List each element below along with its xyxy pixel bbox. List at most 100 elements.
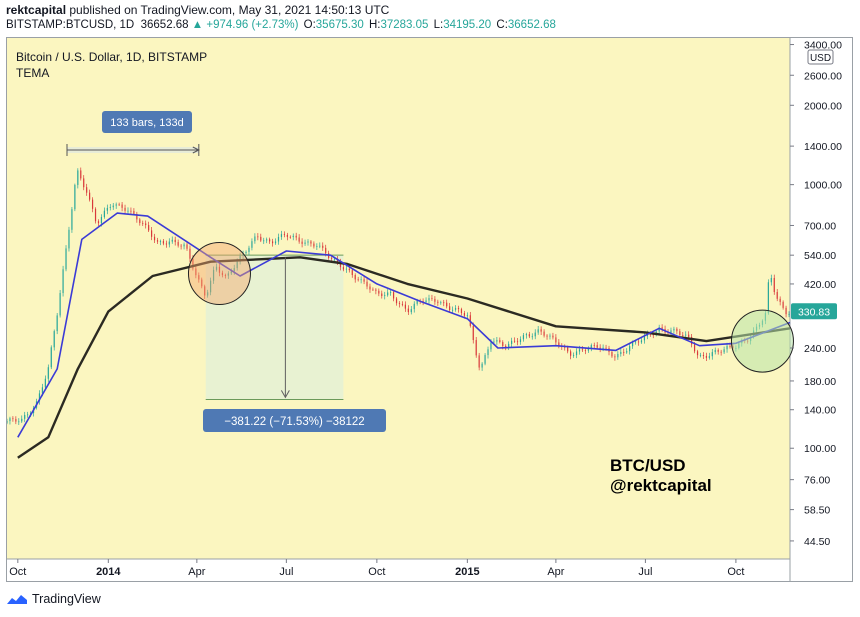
candle-body	[260, 236, 262, 241]
candle-body	[407, 308, 409, 313]
candle-body	[121, 204, 123, 208]
candle-body	[325, 247, 327, 254]
candle-body	[201, 279, 203, 287]
candle-body	[103, 210, 105, 218]
candle	[499, 337, 501, 344]
time-tick-label: 2015	[455, 566, 479, 578]
candle-body	[661, 327, 663, 329]
candle	[508, 341, 510, 351]
time-tick-label: Apr	[547, 566, 564, 578]
candle	[77, 168, 79, 189]
candle-body	[156, 240, 159, 242]
candle-body	[351, 270, 353, 276]
candle	[145, 220, 147, 229]
candle-body	[534, 332, 536, 337]
candle	[106, 204, 108, 215]
drop-label-text: −381.22 (−71.53%) −38122	[224, 416, 364, 428]
candle	[271, 238, 274, 247]
candle-body	[484, 355, 486, 364]
candle	[413, 301, 415, 313]
candle-body	[543, 331, 545, 336]
candle	[384, 291, 386, 300]
candle-body	[174, 239, 176, 243]
low-label: L:	[433, 19, 444, 31]
candle	[97, 219, 100, 227]
candle-body	[221, 272, 224, 276]
candle-body	[127, 210, 129, 212]
candle	[513, 337, 516, 343]
candle	[304, 239, 306, 246]
candle-body	[59, 293, 61, 316]
candle	[572, 352, 575, 358]
price-chart[interactable]: −381.22 (−71.53%) −38122 133 bars, 133d 3…	[7, 38, 852, 581]
candle-body	[457, 308, 460, 310]
candle	[245, 250, 247, 255]
watermark-line-1: BTC/USD	[610, 456, 686, 475]
candle	[212, 266, 215, 284]
candle-body	[304, 242, 306, 244]
price-tick-label: 240.00	[804, 343, 836, 355]
currency-box[interactable]	[807, 49, 834, 65]
candle	[59, 289, 61, 318]
candle	[387, 289, 389, 297]
price-change: ▲ +974.96 (+2.73%)	[191, 19, 299, 31]
candle-body	[652, 334, 654, 336]
measure-ruler-arrow	[192, 146, 200, 154]
candle-body	[198, 275, 200, 280]
candle-body	[490, 342, 492, 350]
candle	[443, 299, 445, 307]
candle	[528, 331, 530, 339]
candle-body	[153, 236, 156, 241]
open-value: 35675.30	[315, 19, 364, 31]
candle-body	[68, 229, 70, 249]
candle-body	[685, 334, 687, 336]
candle	[552, 332, 554, 340]
candle-body	[136, 213, 138, 220]
candle	[298, 234, 300, 244]
candle-body	[620, 351, 622, 354]
open-label: O:	[303, 19, 316, 31]
candle	[375, 288, 377, 295]
current-price-label: 330.83	[798, 306, 830, 318]
price-tick-label: 420.00	[804, 279, 836, 291]
candle	[201, 277, 203, 289]
candle	[454, 305, 457, 312]
candle	[516, 338, 519, 346]
candle-body	[89, 192, 91, 200]
candle-body	[80, 170, 82, 179]
candle	[118, 202, 120, 207]
footer[interactable]: TradingView	[6, 592, 101, 606]
candle-body	[74, 184, 76, 210]
candle	[599, 344, 601, 353]
candle	[381, 290, 383, 299]
tradingview-logo-icon	[7, 595, 27, 604]
candle-body	[720, 351, 722, 353]
measure-label-box	[102, 111, 192, 133]
candle-body	[496, 340, 498, 342]
candle-body	[286, 234, 288, 237]
candle	[142, 220, 144, 226]
candle	[475, 336, 477, 358]
candle-body	[357, 279, 359, 281]
close-label: C:	[496, 19, 508, 31]
candle	[130, 207, 132, 215]
candle	[401, 301, 404, 307]
candle	[283, 231, 285, 238]
candle-body	[519, 339, 522, 342]
candle	[629, 343, 631, 355]
candle-body	[186, 244, 188, 249]
candle	[440, 300, 442, 305]
candle-body	[708, 356, 710, 358]
chart-frame[interactable]: −381.22 (−71.53%) −38122 133 bars, 133d 3…	[6, 37, 853, 582]
indicator-label: TEMA	[16, 66, 49, 80]
candle-body	[307, 241, 309, 243]
candle	[277, 233, 280, 245]
candle	[18, 418, 20, 425]
candle	[27, 411, 29, 418]
candle	[168, 238, 170, 248]
candle-body	[316, 246, 318, 247]
candle-body	[378, 290, 380, 294]
candle	[266, 237, 268, 244]
candle	[708, 352, 710, 360]
candle-body	[375, 289, 377, 291]
